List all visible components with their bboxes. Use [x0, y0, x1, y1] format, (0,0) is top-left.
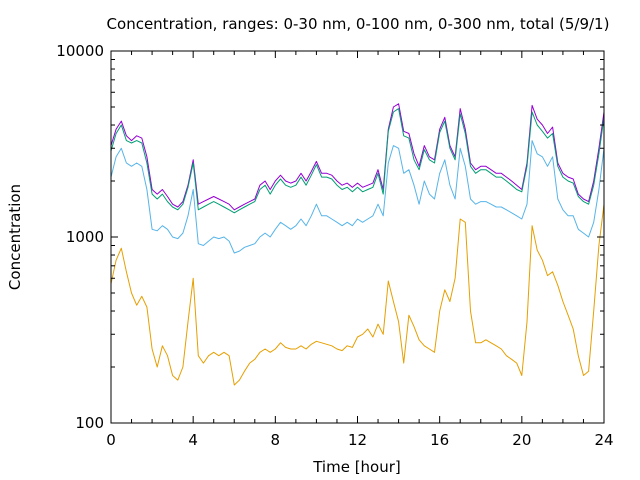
- series-layer: [110, 103, 605, 386]
- x-tick-label: 8: [271, 431, 281, 449]
- series-line-2: [110, 108, 605, 214]
- y-tick-label: 1000: [66, 228, 104, 246]
- x-tick-label: 0: [106, 431, 116, 449]
- x-tick-label: 24: [594, 431, 613, 449]
- y-axis-label: Concentration: [6, 184, 24, 290]
- x-tick-label: 16: [430, 431, 449, 449]
- x-tick-label: 20: [512, 431, 531, 449]
- y-tick-label: 10000: [56, 42, 104, 60]
- series-line-4: [110, 204, 605, 386]
- series-line-3: [110, 140, 605, 254]
- x-tick-label: 4: [188, 431, 198, 449]
- plot-frame: [110, 50, 605, 424]
- x-axis-label: Time [hour]: [312, 458, 401, 476]
- series-line-1: [110, 103, 605, 211]
- chart-title: Concentration, ranges: 0-30 nm, 0-100 nm…: [107, 15, 610, 33]
- x-tick-label: 12: [348, 431, 367, 449]
- tick-layer: 0 4 8 12 16 20 24 100 1000 10000: [56, 42, 613, 449]
- y-tick-label: 100: [75, 414, 104, 432]
